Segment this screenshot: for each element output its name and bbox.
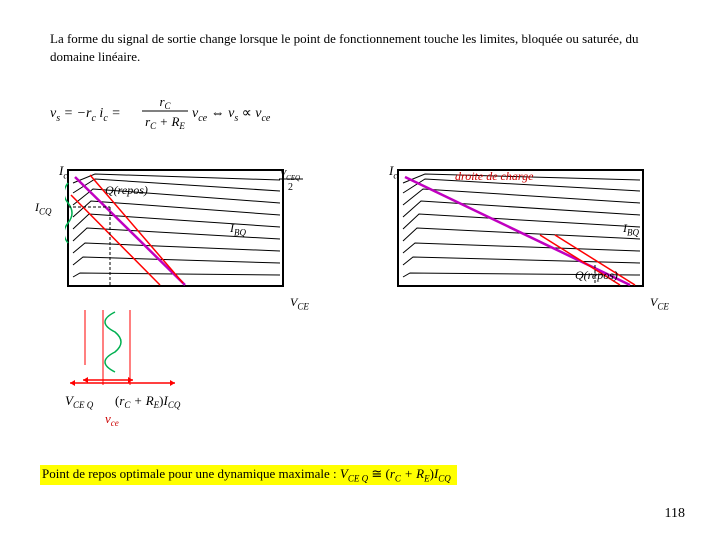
span-annotation: VCE Q (rC + RE)ICQ vce [65,375,285,430]
chart-right-svg [395,165,685,315]
vce-label-r: VCE [650,295,669,311]
svg-text:rC + RE: rC + RE [145,114,185,132]
intro-paragraph: La forme du signal de sortie change lors… [50,30,670,65]
svg-text:VCE Q: VCE Q [65,393,94,410]
droite-label: droite de charge [455,169,533,184]
chart-right: Ic droite de charge IBQ Q(repos) VCE [395,165,675,305]
svg-text:(rC + RE)ICQ: (rC + RE)ICQ [115,393,181,410]
chart-left: Ic ICQ Q(repos) IBQ VCE [65,165,345,305]
svg-text:2: 2 [288,182,293,193]
ic-label-r: Ic [389,163,397,181]
svg-text:rC: rC [159,94,171,111]
q-repos-label-r: Q(repos) [575,268,618,283]
svg-text:vce: vce [105,411,119,428]
optimal-q-point: Point de repos optimale pour une dynamiq… [40,465,640,487]
ibq-label-r: IBQ [623,221,639,237]
icq-label: ICQ [35,200,52,216]
output-formula: vs = −rc ic = rC rC + RE vce ⇔ vs ∝ vce [50,92,310,132]
svg-text:vce ⇔ vs: vce ⇔ vs ∝ vce [192,106,271,125]
q-repos-label: Q(repos) [105,183,148,198]
ic-label: Ic [59,163,67,181]
vce-label: VCE [290,295,309,311]
page-number: 118 [665,506,685,522]
svg-text:vs = −rc ic: vs = −rc ic = [50,106,121,125]
ibq-label: IBQ [230,221,246,237]
